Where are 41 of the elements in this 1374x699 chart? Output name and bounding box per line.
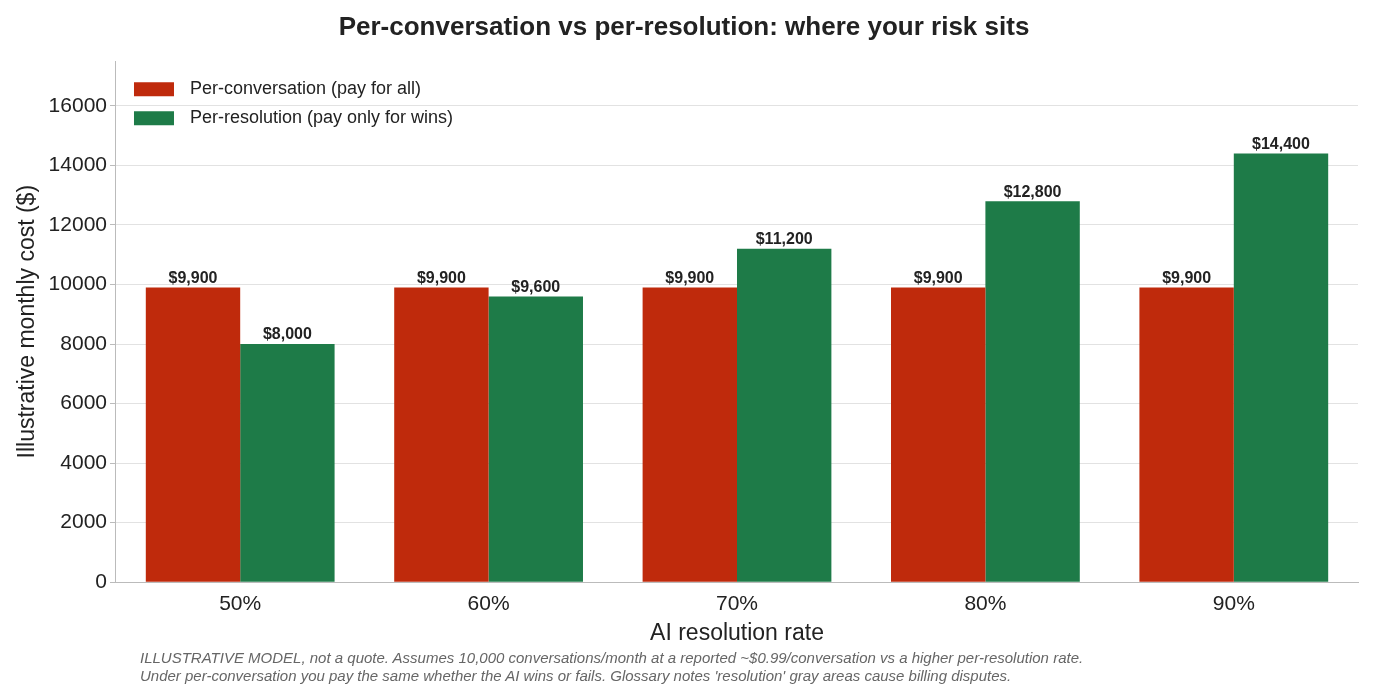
bar <box>1139 287 1234 582</box>
data-label: $9,900 <box>1162 268 1212 286</box>
data-label: $9,900 <box>913 268 963 286</box>
text: ILLUSTRATIVE MODEL, not a quote. Assumes 10,000 conversations/month at a reported ~$0.99/conversation vs a higher per-resolution rate. <box>140 649 1084 666</box>
y-tick-label: 0 <box>95 569 107 592</box>
y-tick-label: 10000 <box>48 271 107 295</box>
y-tick-label: 8000 <box>60 330 107 354</box>
data-label: $11,200 <box>755 230 813 248</box>
x-axis-title: AI resolution rate <box>650 618 824 645</box>
bar <box>488 296 583 582</box>
y-tick-label: 2000 <box>60 509 107 533</box>
bar <box>891 287 986 582</box>
data-label: $9,900 <box>665 268 715 286</box>
data-label: $12,800 <box>1003 182 1062 200</box>
bar <box>145 287 241 582</box>
text: Under per-conversation you pay the same whether the AI wins or fails. Glossary notes 'resolution' gray areas cause billing disputes. <box>140 667 1012 684</box>
bar <box>394 287 489 582</box>
y-tick-label: 6000 <box>60 390 107 414</box>
x-tick-label: 50% <box>219 590 262 614</box>
legend-label: Per-resolution (pay only for wins) <box>190 107 454 128</box>
x-tick-label: 80% <box>964 590 1007 614</box>
data-label: $9,900 <box>168 268 218 286</box>
y-tick-label: 14000 <box>48 152 107 176</box>
data-label: $8,000 <box>262 325 312 343</box>
data-label: $9,600 <box>511 277 561 295</box>
x-tick-label: 90% <box>1212 590 1255 614</box>
bar <box>737 248 832 582</box>
bar <box>1233 153 1329 582</box>
data-label: $14,400 <box>1252 134 1311 152</box>
y-tick-label: 4000 <box>60 449 107 473</box>
bar <box>240 344 335 582</box>
y-axis-title: Illustrative monthly cost ($) <box>13 184 40 459</box>
x-tick-label: 70% <box>715 590 759 614</box>
bar <box>642 287 737 582</box>
chart-title: Per-conversation vs per-resolution: where your risk sits <box>338 10 1030 41</box>
y-tick-label: 16000 <box>48 92 107 116</box>
bar <box>985 201 1080 582</box>
x-tick-label: 60% <box>467 590 510 614</box>
legend-label: Per-conversation (pay for all) <box>190 78 422 99</box>
y-tick-label: 12000 <box>48 211 107 235</box>
data-label: $9,900 <box>416 268 466 286</box>
